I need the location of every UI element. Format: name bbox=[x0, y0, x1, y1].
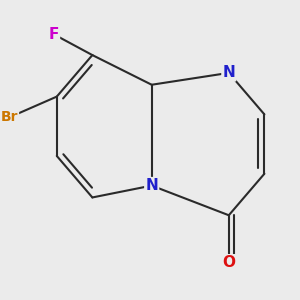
Text: F: F bbox=[49, 27, 59, 42]
Text: N: N bbox=[222, 65, 235, 80]
Text: Br: Br bbox=[1, 110, 18, 124]
Text: N: N bbox=[145, 178, 158, 193]
Text: O: O bbox=[222, 255, 235, 270]
